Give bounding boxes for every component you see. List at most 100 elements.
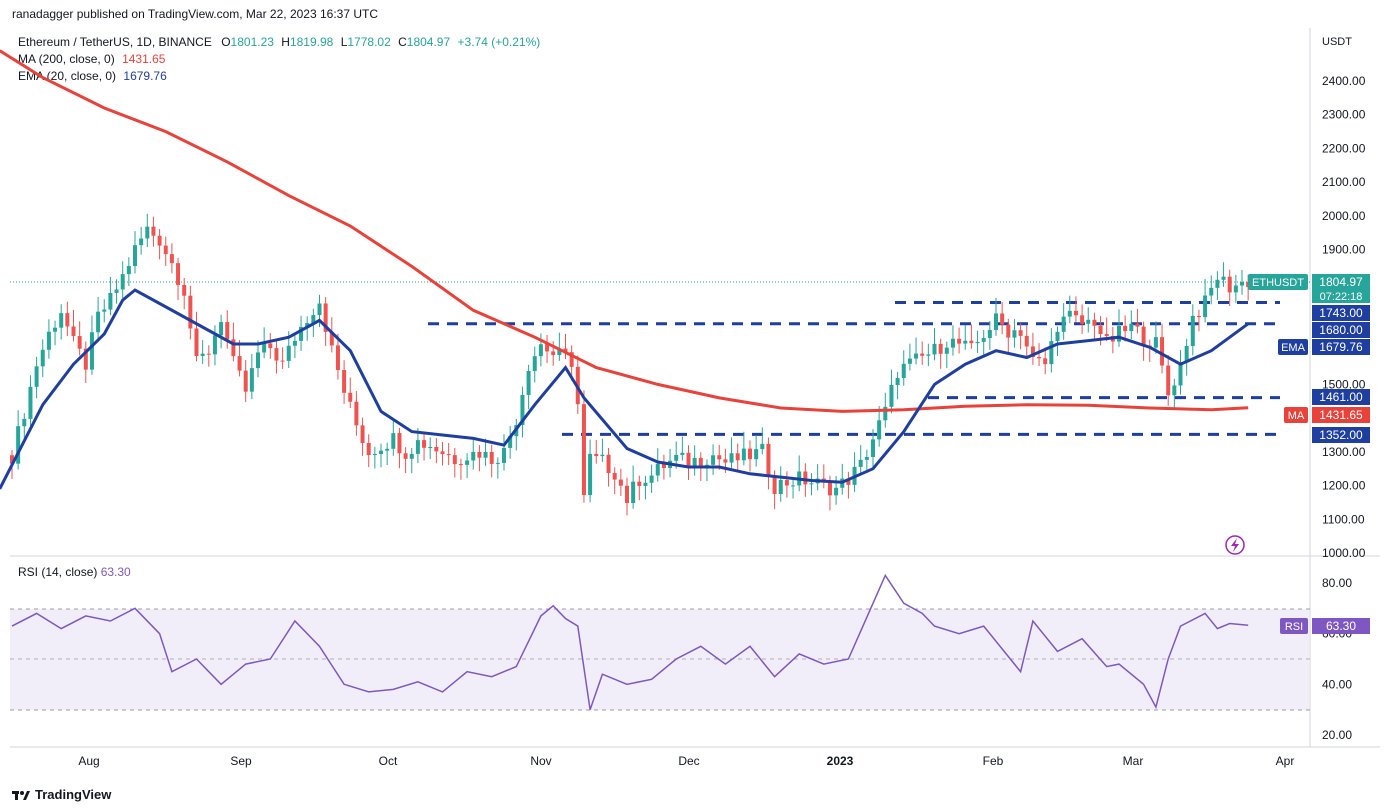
candle-body [729, 453, 734, 463]
candle-body [1018, 330, 1023, 336]
candle-body [415, 440, 420, 454]
candle-body [637, 481, 642, 486]
candle-body [366, 443, 371, 456]
candle-body [286, 345, 291, 361]
ethusdt-badge-label: ETHUSDT [1252, 277, 1304, 289]
candle-body [46, 331, 51, 350]
candle-body [219, 322, 224, 336]
candle-body [10, 455, 14, 464]
price-tick-label: 1900.00 [1322, 243, 1366, 257]
candle-body [969, 340, 974, 344]
tradingview-logo-text: TradingView [35, 787, 112, 802]
candle-body [163, 245, 168, 255]
candle-body [692, 457, 697, 467]
candle-body [520, 394, 525, 426]
candle-body [194, 328, 199, 357]
candle-body [96, 311, 101, 333]
price-axis: 2400.00 2300.00 2200.00 2100.00 2000.00 1900.… [1322, 74, 1366, 560]
candle-body [256, 352, 260, 369]
candle-body [834, 487, 839, 496]
candle-body [581, 404, 586, 496]
candle-body [563, 348, 568, 353]
candle-body [1135, 323, 1140, 327]
candle-body [698, 457, 703, 467]
candle-body [711, 455, 716, 465]
candle-body [1221, 276, 1226, 280]
lightning-icon[interactable] [1225, 535, 1245, 555]
candle-body [1153, 337, 1158, 348]
candle-body [883, 406, 888, 421]
candle-body [1203, 295, 1208, 318]
candle-body [981, 338, 986, 342]
rsi-badge-label-box [1280, 618, 1308, 634]
candle-body [612, 472, 617, 480]
candle-body [1049, 341, 1054, 365]
candle-body [139, 238, 144, 246]
candle-body [569, 352, 574, 367]
candle-body [280, 360, 285, 362]
candle-body [600, 454, 605, 457]
candle-body [914, 353, 919, 359]
candle-body [594, 453, 599, 457]
candle-body [1043, 358, 1048, 365]
candle-body [686, 452, 691, 467]
candle-body [723, 459, 728, 463]
candle-body [1092, 319, 1097, 326]
rsi-legend-value: 63.30 [100, 565, 131, 579]
candle-body [274, 348, 279, 361]
candle-body [557, 348, 562, 356]
candle-body [588, 453, 593, 496]
candle-body [59, 313, 64, 328]
candle-body [323, 303, 328, 332]
candle-body [225, 322, 230, 340]
ma-badge-label: MA [1288, 410, 1305, 422]
candle-body [932, 343, 937, 355]
candle-body [618, 479, 623, 486]
ma-badge-box [1312, 407, 1370, 423]
candle-body [335, 345, 340, 371]
candle-body [458, 464, 463, 466]
candle-body [877, 420, 882, 440]
candle-body [65, 313, 70, 327]
candle-body [71, 326, 76, 337]
candles [10, 213, 1251, 516]
time-tick-label: Mar [1123, 754, 1144, 768]
candle-body [200, 353, 205, 357]
candle-body [108, 292, 113, 310]
candle-body [791, 485, 796, 487]
price-tick-label: 2100.00 [1322, 175, 1366, 189]
candle-body [305, 323, 310, 327]
candle-body [372, 453, 377, 456]
price-tick-label: 1300.00 [1322, 445, 1366, 459]
candle-body [655, 463, 660, 476]
candle-body [40, 349, 45, 367]
candle-body [329, 331, 334, 346]
candle-body [1073, 310, 1078, 316]
candle-body [741, 448, 746, 461]
rsi-legend[interactable]: RSI (14, close) 63.30 [18, 565, 131, 579]
ema-badge-label: EMA [1281, 342, 1306, 354]
candle-body [311, 315, 316, 324]
tradingview-logo[interactable]: TradingView [12, 787, 111, 802]
ema-legend[interactable]: EMA (20, close, 0) 1679.76 [18, 69, 167, 83]
ma-legend[interactable]: MA (200, close, 0) 1431.65 [18, 52, 165, 66]
ethusdt-badge-box [1312, 274, 1370, 303]
candle-body [754, 449, 759, 460]
candle-body [1098, 325, 1103, 335]
candle-body [950, 338, 955, 348]
price-tick-label: 1500.00 [1322, 377, 1366, 391]
price-badges: ETHUSDT 1804.97 07:22:18 1743.00 1680.00 1461… [1248, 274, 1370, 634]
candle-body [772, 475, 777, 494]
candle-body [1055, 331, 1060, 342]
candle-body [1117, 325, 1121, 342]
candle-body [938, 343, 943, 354]
price-tick-label: 2200.00 [1322, 141, 1366, 155]
candle-body [409, 453, 414, 459]
candle-body [778, 479, 783, 494]
candle-body [1037, 357, 1042, 359]
time-tick-label: Sep [230, 754, 252, 768]
level-badge-box [1312, 389, 1370, 405]
symbol-legend[interactable]: Ethereum / TetherUS, 1D, BINANCE O1801.2… [18, 35, 540, 49]
price-tick-label: 1100.00 [1322, 512, 1365, 526]
